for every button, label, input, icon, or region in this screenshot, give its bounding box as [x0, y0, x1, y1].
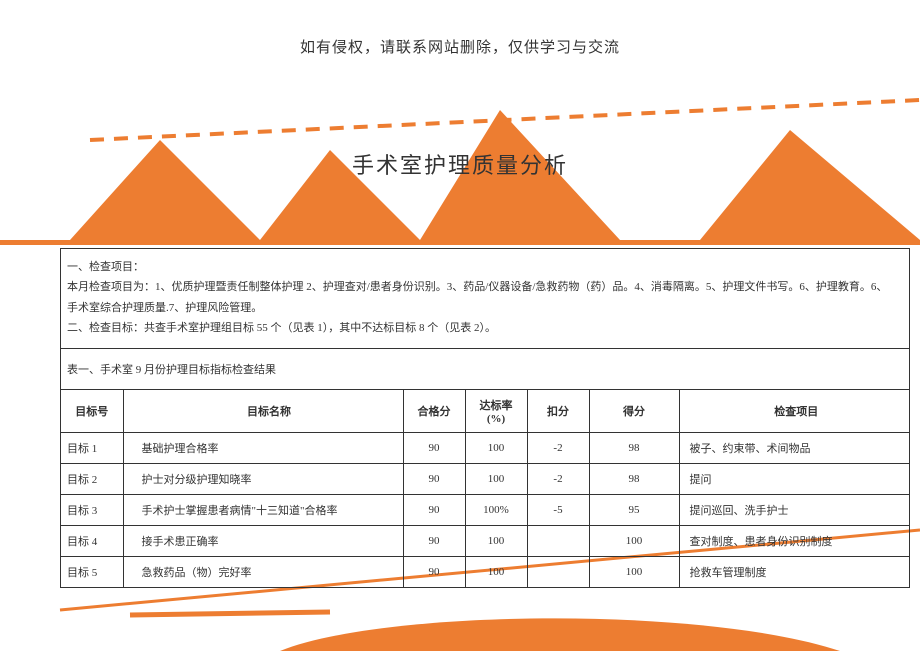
cell-name: 急救药品（物）完好率 — [123, 557, 403, 588]
cell-rate: 100 — [465, 557, 527, 588]
cell-item: 提问巡回、洗手护士 — [679, 495, 909, 526]
cell-pass: 90 — [403, 433, 465, 464]
cell-name: 手术护士掌握患者病情"十三知道"合格率 — [123, 495, 403, 526]
cell-id: 目标 1 — [61, 433, 123, 464]
cell-name: 护士对分级护理知晓率 — [123, 464, 403, 495]
cell-pass: 90 — [403, 557, 465, 588]
cell-id: 目标 3 — [61, 495, 123, 526]
cell-pass: 90 — [403, 495, 465, 526]
cell-ded: -5 — [527, 495, 589, 526]
intro-line-3: 手术室综合护理质量.7、护理风险管理。 — [67, 298, 903, 318]
cell-rate: 100 — [465, 464, 527, 495]
cell-id: 目标 2 — [61, 464, 123, 495]
cell-score: 98 — [589, 464, 679, 495]
col-header-rate: 达标率 (%) — [465, 390, 527, 433]
cell-score: 100 — [589, 557, 679, 588]
cell-ded: -2 — [527, 433, 589, 464]
cell-name: 接手术患正确率 — [123, 526, 403, 557]
cell-score: 95 — [589, 495, 679, 526]
cell-ded — [527, 526, 589, 557]
col-header-ded: 扣分 — [527, 390, 589, 433]
col-header-item: 检查项目 — [679, 390, 909, 433]
table-row: 目标 4 接手术患正确率 90 100 100 查对制度、患者身份识别制度 — [61, 526, 909, 557]
table-row: 目标 3 手术护士掌握患者病情"十三知道"合格率 90 100% -5 95 提… — [61, 495, 909, 526]
cell-name: 基础护理合格率 — [123, 433, 403, 464]
table-row: 目标 1 基础护理合格率 90 100 -2 98 被子、约束带、术间物品 — [61, 433, 909, 464]
intro-line-4: 二、检查目标：共查手术室护理组目标 55 个（见表 1），其中不达标目标 8 个… — [67, 318, 903, 338]
table-body: 目标 1 基础护理合格率 90 100 -2 98 被子、约束带、术间物品 目标… — [61, 433, 909, 588]
page-title: 手术室护理质量分析 — [0, 148, 920, 180]
cell-ded: -2 — [527, 464, 589, 495]
col-header-rate-l1: 达标率 — [472, 397, 521, 413]
cell-rate: 100 — [465, 526, 527, 557]
cell-ded — [527, 557, 589, 588]
col-header-pass: 合格分 — [403, 390, 465, 433]
intro-section: 一、检查项目： 本月检查项目为：1、优质护理暨责任制整体护理 2、护理查对/患者… — [61, 249, 909, 349]
cell-rate: 100% — [465, 495, 527, 526]
cell-item: 提问 — [679, 464, 909, 495]
table-row: 目标 5 急救药品（物）完好率 90 100 100 抢救车管理制度 — [61, 557, 909, 588]
cell-item: 抢救车管理制度 — [679, 557, 909, 588]
cell-score: 98 — [589, 433, 679, 464]
content-frame: 一、检查项目： 本月检查项目为：1、优质护理暨责任制整体护理 2、护理查对/患者… — [60, 248, 910, 588]
cell-item: 查对制度、患者身份识别制度 — [679, 526, 909, 557]
short-underline — [130, 612, 330, 615]
table-header-row: 目标号 目标名称 合格分 达标率 (%) 扣分 得分 检查项目 — [61, 390, 909, 433]
col-header-score: 得分 — [589, 390, 679, 433]
intro-line-1: 一、检查项目： — [67, 257, 903, 277]
col-header-name: 目标名称 — [123, 390, 403, 433]
disclaimer-header: 如有侵权，请联系网站删除，仅供学习与交流 — [0, 36, 920, 57]
col-header-rate-l2: (%) — [472, 413, 521, 425]
cell-rate: 100 — [465, 433, 527, 464]
cell-pass: 90 — [403, 526, 465, 557]
col-header-id: 目标号 — [61, 390, 123, 433]
table-row: 目标 2 护士对分级护理知晓率 90 100 -2 98 提问 — [61, 464, 909, 495]
cell-item: 被子、约束带、术间物品 — [679, 433, 909, 464]
intro-line-2: 本月检查项目为：1、优质护理暨责任制整体护理 2、护理查对/患者身份识别。3、药… — [67, 277, 903, 297]
cell-score: 100 — [589, 526, 679, 557]
bottom-blob — [280, 618, 840, 651]
results-table: 目标号 目标名称 合格分 达标率 (%) 扣分 得分 检查项目 目标 1 基础护… — [61, 390, 909, 587]
cell-id: 目标 4 — [61, 526, 123, 557]
cell-id: 目标 5 — [61, 557, 123, 588]
table-caption: 表一、手术室 9 月份护理目标指标检查结果 — [61, 349, 909, 390]
cell-pass: 90 — [403, 464, 465, 495]
